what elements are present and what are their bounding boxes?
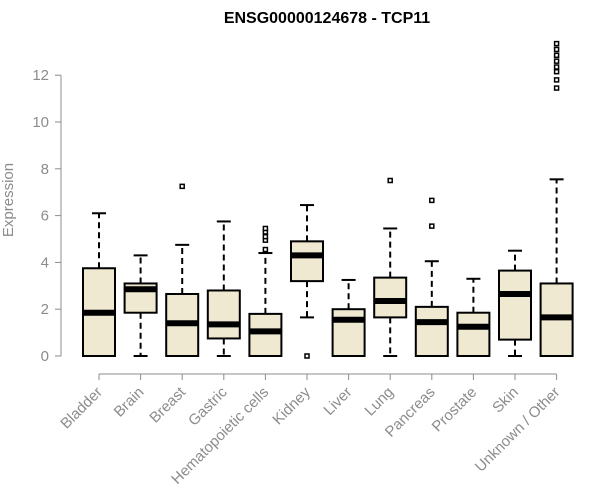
boxes-group	[82, 40, 574, 359]
y-tick-label: 12	[32, 67, 49, 84]
box-iqr	[456, 311, 491, 357]
y-tick-label: 8	[41, 161, 49, 178]
y-tick-label: 4	[41, 254, 49, 271]
box-iqr	[498, 269, 532, 341]
box-iqr	[206, 289, 241, 340]
outlier-point	[553, 52, 560, 59]
box-breast	[165, 183, 200, 357]
box-brain	[123, 254, 158, 357]
box-iqr	[414, 305, 449, 357]
box-iqr	[290, 240, 324, 283]
box-iqr	[331, 308, 366, 358]
outlier-point	[429, 197, 435, 204]
box-liver	[331, 278, 366, 358]
outlier-point	[262, 225, 269, 232]
outlier-point	[553, 58, 560, 64]
outlier-point	[262, 233, 269, 240]
box-iqr	[248, 312, 283, 358]
box-gastric	[206, 220, 241, 357]
outlier-point	[553, 64, 560, 70]
y-axis-label: Expression	[0, 163, 17, 237]
outlier-point	[553, 40, 560, 47]
x-tick-label: Brain	[111, 384, 148, 421]
x-tick-label: Skin	[489, 384, 522, 417]
outlier-point	[304, 353, 310, 359]
box-kidney	[290, 204, 324, 359]
box-hematopoietic-cells	[248, 225, 283, 358]
x-tick-label: Liver	[320, 384, 355, 419]
outlier-point	[429, 223, 435, 229]
outlier-point	[387, 177, 393, 184]
y-tick-label: 10	[32, 114, 49, 131]
outlier-point	[553, 68, 560, 75]
y-tick-label: 0	[41, 348, 49, 365]
x-tick-label: Kidney	[269, 383, 314, 428]
x-tick-label: Bladder	[57, 384, 106, 433]
box-unknown-other	[539, 40, 574, 357]
box-pancreas	[414, 197, 449, 357]
x-tick-label: Prostate	[429, 384, 481, 436]
box-lung	[373, 177, 408, 357]
box-prostate	[456, 277, 491, 357]
x-tick-label: Breast	[146, 383, 189, 426]
chart-title: ENSG00000124678 - TCP11	[224, 10, 430, 27]
outlier-point	[553, 46, 560, 53]
outlier-point	[553, 85, 560, 91]
box-iqr	[373, 276, 408, 319]
box-skin	[498, 249, 532, 357]
outlier-point	[262, 246, 269, 253]
y-tick-label: 2	[41, 301, 49, 318]
outlier-point	[179, 183, 185, 190]
box-bladder	[82, 212, 116, 357]
y-tick-label: 6	[41, 208, 49, 225]
x-tick-label: Lung	[361, 384, 397, 420]
outlier-point	[553, 77, 560, 83]
